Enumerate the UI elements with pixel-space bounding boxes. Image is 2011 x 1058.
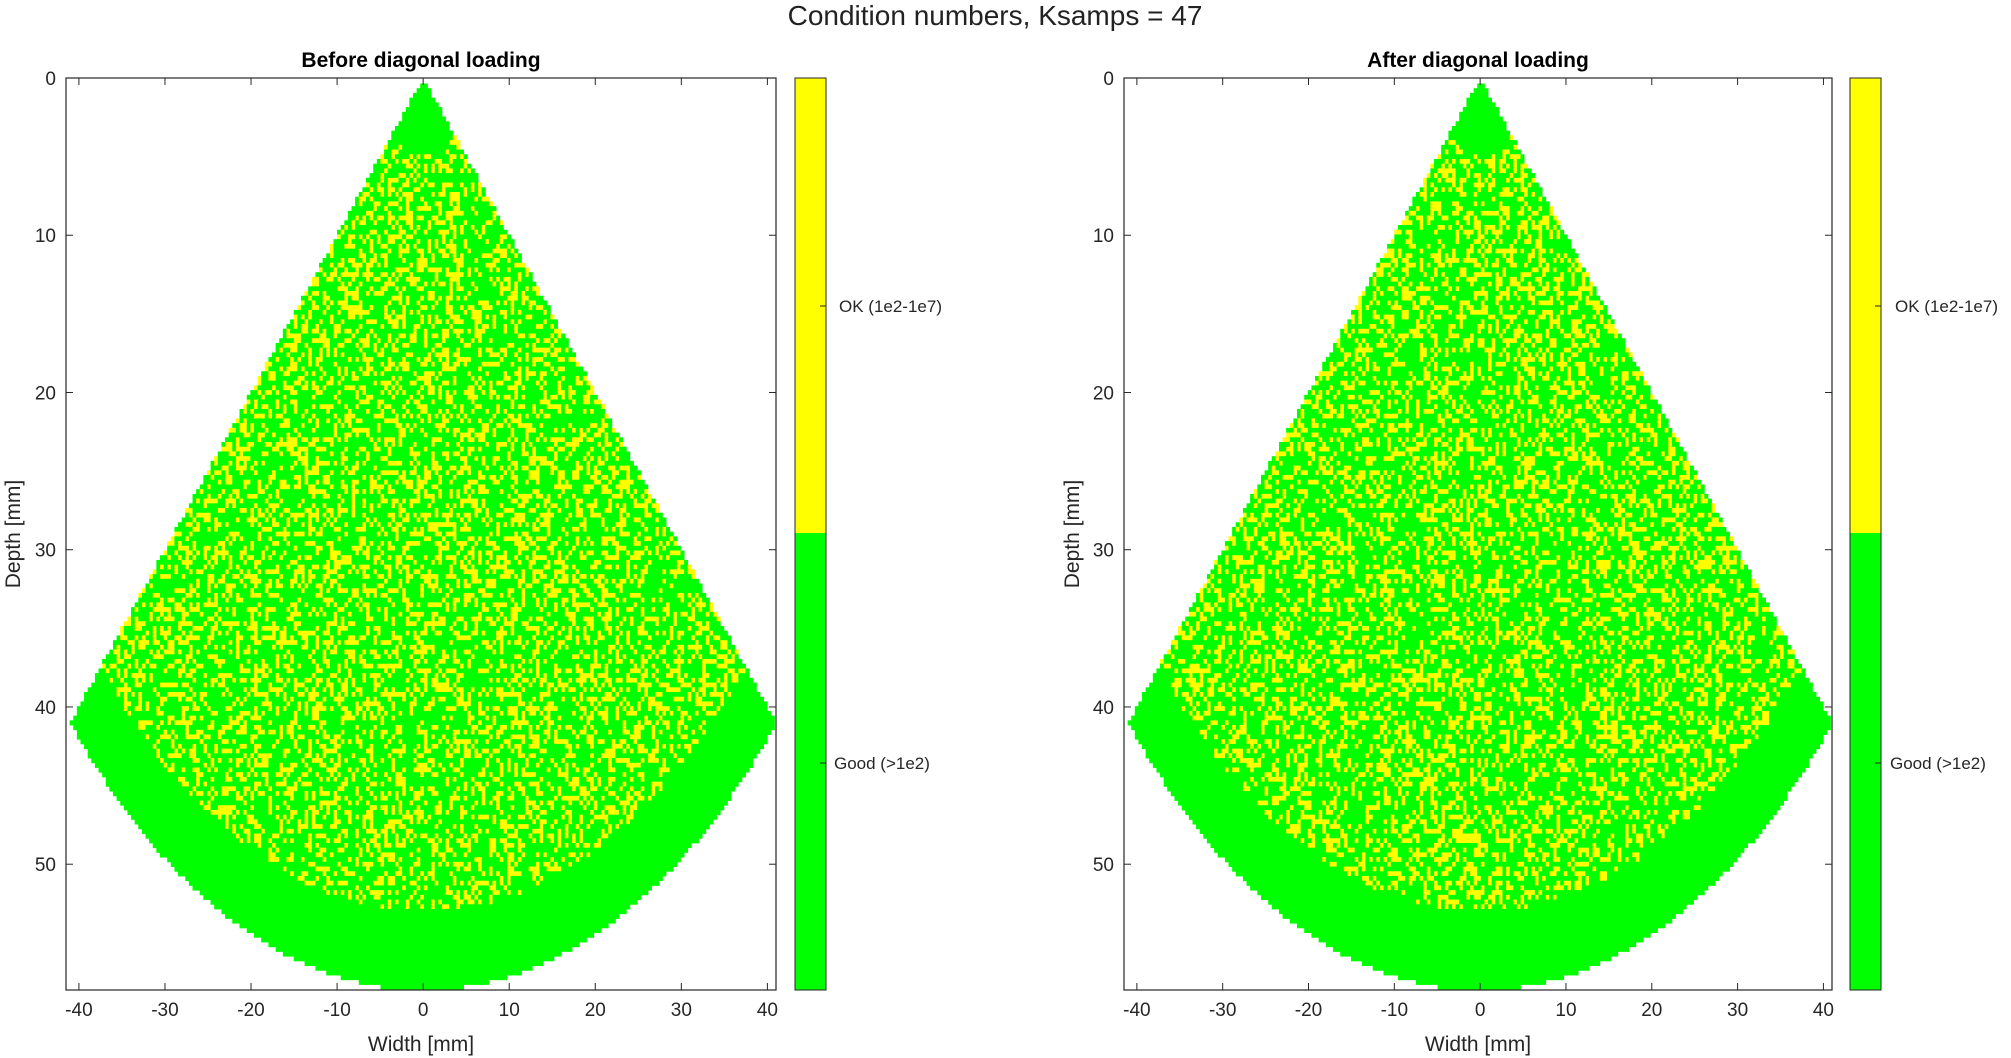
x-tick-label: -20	[237, 1000, 264, 1021]
y-ticks: 0 10 20 30 40 50	[1093, 69, 1832, 876]
y-tick-label: 40	[35, 698, 56, 719]
x-tick-label: -20	[1295, 1000, 1322, 1021]
y-tick-label: 10	[35, 226, 56, 247]
x-tick-label: -40	[65, 1000, 92, 1021]
subplot-title: Before diagonal loading	[301, 49, 540, 72]
y-tick-label: 40	[1093, 698, 1114, 719]
y-tick-label: 50	[35, 855, 56, 876]
y-tick-label: 0	[45, 69, 56, 90]
colorbar-good-segment	[1850, 533, 1881, 990]
x-tick-label: 30	[671, 1000, 692, 1021]
plot-frame	[65, 77, 777, 991]
x-tick-label: -40	[1123, 1000, 1150, 1021]
plot-frame	[1123, 77, 1833, 991]
colorbar: OK (1e2-1e7) Good (>1e2)	[1849, 77, 1998, 991]
colorbar-label-good: Good (>1e2)	[834, 754, 930, 773]
y-tick-label: 0	[1103, 69, 1114, 90]
y-tick-label: 50	[1093, 855, 1114, 876]
y-ticks: 0 10 20 30 40 50	[35, 69, 776, 876]
x-tick-label: 40	[1813, 1000, 1834, 1021]
x-tick-label: -10	[1381, 1000, 1408, 1021]
x-ticks: -40 -30 -20 -10 0 10 20 30 40	[65, 78, 778, 1021]
x-axis-label: Width [mm]	[1425, 1033, 1531, 1056]
x-tick-label: 10	[499, 1000, 520, 1021]
y-tick-label: 30	[35, 541, 56, 562]
colorbar-good-segment	[795, 533, 826, 990]
colorbar-label-ok: OK (1e2-1e7)	[1895, 297, 1998, 316]
heatmap-image	[69, 83, 775, 990]
x-axis-label: Width [mm]	[368, 1033, 474, 1056]
figure-title: Condition numbers, Ksamps = 47	[787, 0, 1203, 31]
y-tick-label: 10	[1093, 226, 1114, 247]
x-tick-label: -30	[151, 1000, 178, 1021]
x-tick-label: 40	[757, 1000, 778, 1021]
x-tick-label: 10	[1555, 1000, 1576, 1021]
x-tick-label: 30	[1727, 1000, 1748, 1021]
x-tick-label: 20	[585, 1000, 606, 1021]
colorbar-frame	[1849, 77, 1882, 991]
y-tick-label: 20	[35, 383, 56, 404]
subplot-after: After diagonal loading -40 -30 -20 -10 0 10 20…	[1061, 49, 1998, 1056]
x-tick-label: -30	[1209, 1000, 1236, 1021]
colorbar-label-good: Good (>1e2)	[1890, 754, 1986, 773]
heatmap-image	[1127, 83, 1831, 990]
colorbar: OK (1e2-1e7) Good (>1e2)	[794, 77, 942, 991]
x-tick-label: 20	[1641, 1000, 1662, 1021]
colorbar-frame	[794, 77, 827, 991]
x-tick-label: 0	[418, 1000, 429, 1021]
x-ticks: -40 -30 -20 -10 0 10 20 30 40	[1123, 78, 1834, 1021]
colorbar-label-ok: OK (1e2-1e7)	[839, 297, 942, 316]
subplot-title: After diagonal loading	[1367, 49, 1589, 72]
x-tick-label: -10	[323, 1000, 350, 1021]
subplot-before: Before diagonal loading -40 -30 -20 -10 0 10 2…	[2, 49, 942, 1056]
y-tick-label: 20	[1093, 383, 1114, 404]
y-axis-label: Depth [mm]	[1061, 480, 1084, 589]
y-axis-label: Depth [mm]	[2, 480, 25, 589]
y-tick-label: 30	[1093, 541, 1114, 562]
x-tick-label: 0	[1475, 1000, 1486, 1021]
